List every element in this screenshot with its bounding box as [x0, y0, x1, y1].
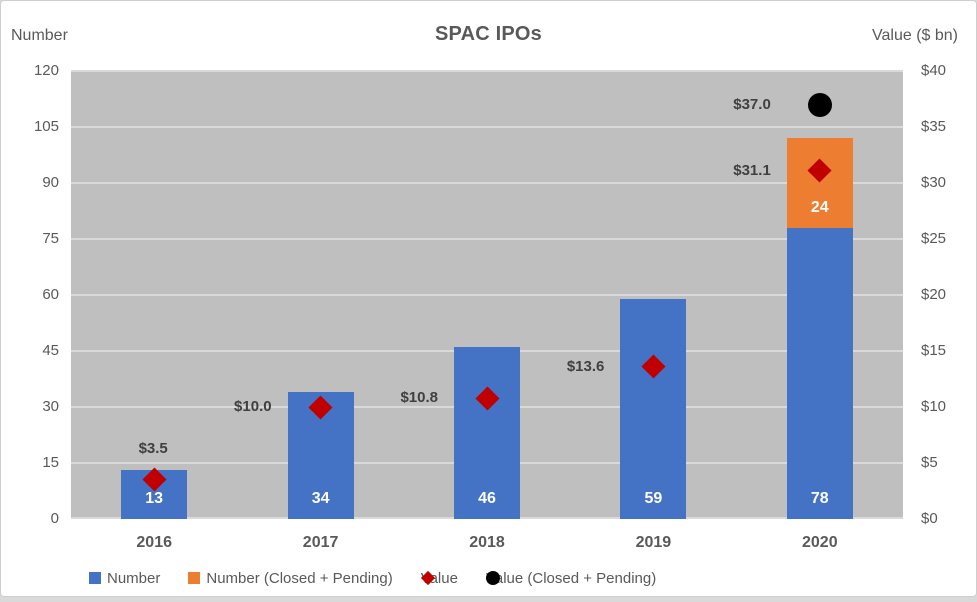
right-axis-tick-label: $35: [921, 118, 947, 135]
legend-item: Value: [420, 570, 458, 587]
plot-area: 13 34 46 59 78 24 $3.5 $10.0 $10.8 $13.6 $31.1 $37.…: [71, 70, 903, 519]
right-axis-tick-label: $30: [921, 174, 947, 191]
legend-item: Number (Closed + Pending): [188, 569, 393, 587]
gridline: [71, 294, 903, 296]
right-axis-tick-label: $5: [921, 454, 938, 471]
category-label: 2019: [635, 534, 672, 551]
right-axis-tick-label: $40: [921, 62, 947, 79]
left-axis-title: Number: [11, 27, 68, 44]
category-label: 2016: [136, 534, 172, 551]
gridline: [71, 126, 903, 128]
number-bar: [454, 347, 520, 519]
number-closed-pending-bar-label: 24: [810, 198, 829, 216]
legend: Number Number (Closed + Pending) Value Valu…: [89, 565, 656, 591]
legend-square-marker: [188, 572, 201, 584]
number-bar-label: 78: [810, 490, 829, 507]
value-data-label: $31.1: [733, 161, 771, 179]
category-label: 2017: [302, 534, 339, 551]
left-axis-tick-label: 75: [42, 230, 59, 247]
number-bar-label: 59: [644, 490, 663, 507]
number-bar-label: 34: [311, 490, 330, 507]
right-axis-tick-label: $10: [921, 398, 947, 415]
value-circle-marker: [807, 92, 832, 117]
chart-title: SPAC IPOs: [434, 23, 542, 45]
left-axis-tick-label: 60: [42, 286, 59, 303]
gridline: [71, 238, 903, 240]
category-label: 2020: [802, 534, 838, 551]
left-axis-tick-label: 105: [33, 118, 59, 135]
category-label: 2018: [469, 534, 505, 551]
value-data-label: $13.6: [566, 357, 605, 375]
legend-square-marker: [89, 572, 101, 584]
left-axis-tick-label: 30: [42, 398, 59, 415]
number-bar: [786, 227, 853, 519]
right-axis-title: Value ($ bn): [872, 27, 958, 44]
gridline: [71, 182, 903, 184]
right-axis-tick-label: $15: [921, 342, 947, 359]
legend-item: Number: [89, 570, 160, 587]
left-axis-tick-label: 15: [42, 454, 59, 471]
right-axis-tick-label: $0: [921, 510, 938, 527]
right-axis-tick-label: $25: [921, 230, 947, 247]
left-axis-tick-label: 120: [33, 62, 59, 79]
legend-label: Number: [107, 569, 161, 587]
number-bar-label: 46: [478, 490, 496, 507]
value-data-label: $37.0: [733, 95, 771, 113]
legend-label: Number (Closed + Pending): [206, 569, 393, 587]
legend-label: Value (Closed + Pending): [485, 569, 657, 587]
gridline: [71, 70, 903, 72]
left-axis-tick-label: 0: [50, 510, 59, 527]
number-bar: [620, 298, 687, 519]
right-axis-tick-label: $20: [921, 286, 947, 303]
left-axis-tick-label: 90: [42, 174, 59, 191]
number-bar-label: 13: [145, 490, 164, 507]
value-data-label: $3.5: [138, 439, 168, 457]
value-data-label: $10.8: [400, 389, 438, 407]
legend-item: Value (Closed + Pending): [485, 569, 657, 587]
left-axis-tick-label: 45: [42, 342, 59, 359]
legend-circle-marker: [485, 571, 500, 585]
number-closed-pending-bar: [786, 138, 853, 228]
value-data-label: $10.0: [234, 398, 272, 415]
